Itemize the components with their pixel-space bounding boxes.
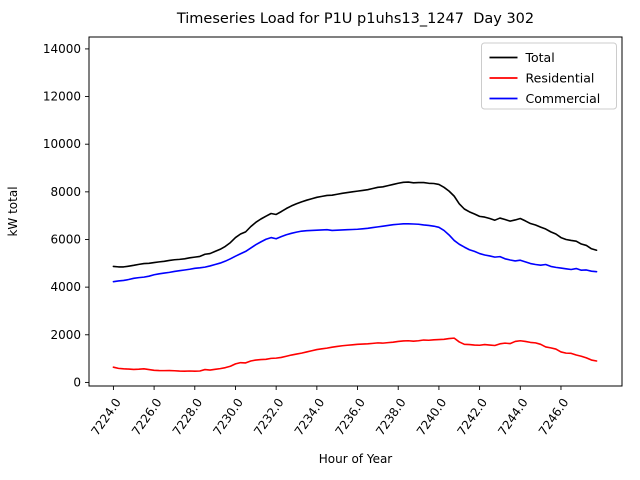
x-tick-label: 7234.0 (292, 396, 328, 438)
x-tick-label: 7244.0 (495, 396, 531, 438)
x-tick-label: 7242.0 (454, 396, 490, 438)
legend-label-commercial: Commercial (526, 91, 601, 106)
x-tick-label: 7246.0 (536, 396, 572, 438)
y-tick-label: 10000 (43, 137, 81, 151)
y-tick-label: 14000 (43, 42, 81, 56)
y-tick-label: 8000 (50, 185, 81, 199)
axes-frame (88, 36, 623, 387)
series-line-total (112, 181, 598, 268)
y-tick-label: 0 (73, 375, 81, 389)
y-tick-label: 12000 (43, 90, 81, 104)
series-line-residential (112, 337, 598, 373)
y-tick-label: 2000 (50, 328, 81, 342)
x-axis-label: Hour of Year (319, 452, 393, 466)
x-tick-label: 7232.0 (251, 396, 287, 438)
legend-box (481, 42, 617, 110)
y-axis-label: kW total (6, 186, 20, 236)
x-tick-label: 7230.0 (210, 396, 246, 438)
x-tick-label: 7236.0 (332, 396, 368, 438)
plot-area: 7224.0 7226.0 7228.0 7230.0 7232.0 7234.0 7236… (43, 36, 623, 438)
series-line-commercial (112, 222, 598, 283)
x-tick-label: 7238.0 (373, 396, 409, 438)
y-tick-label: 4000 (50, 280, 81, 294)
x-tick-label: 7240.0 (414, 396, 450, 438)
legend-label-residential: Residential (526, 71, 595, 86)
x-tick-label: 7228.0 (170, 396, 206, 438)
y-tick-label: 6000 (50, 232, 81, 246)
chart-title: Timeseries Load for P1U p1uhs13_1247 Day… (176, 11, 534, 27)
legend-label-total: Total (525, 50, 555, 65)
x-tick-label: 7226.0 (129, 396, 165, 438)
x-tick-label: 7224.0 (88, 396, 124, 438)
